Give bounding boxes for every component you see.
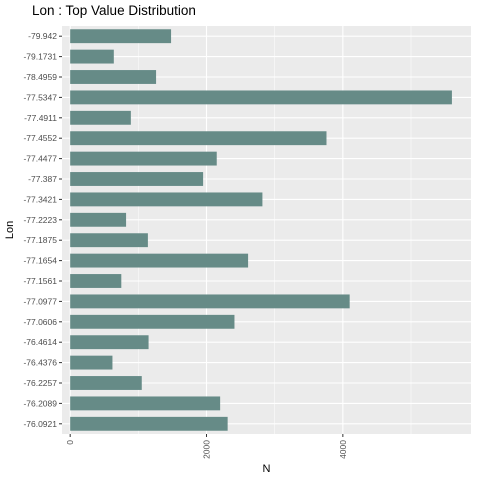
chart-title: Lon : Top Value Distribution [32, 3, 196, 18]
bar [70, 294, 350, 309]
bar [70, 90, 452, 105]
x-tick-label: 2000 [202, 440, 212, 459]
x-axis: 0 2000 4000 [65, 434, 348, 459]
plot-panel [62, 26, 471, 434]
bar [70, 151, 217, 166]
y-tick-label: -77.0606 [23, 317, 57, 327]
bar [70, 314, 235, 329]
bar [70, 29, 172, 44]
bar [70, 192, 263, 207]
bar [70, 49, 114, 64]
bar [70, 396, 221, 411]
bars [70, 29, 452, 431]
x-tick-label: 0 [65, 440, 75, 445]
y-tick-label: -76.0921 [23, 419, 57, 429]
bar [70, 274, 122, 288]
y-tick-label: -77.5347 [23, 92, 57, 102]
bar [70, 172, 204, 186]
bar [70, 110, 131, 125]
bar [70, 416, 228, 431]
y-tick-label: -79.1731 [23, 52, 57, 62]
x-axis-title: N [263, 463, 271, 475]
y-axis-title: Lon [4, 221, 16, 239]
bar [70, 212, 127, 227]
y-tick-label: -77.2223 [23, 215, 57, 225]
y-tick-label: -76.2257 [23, 378, 57, 388]
y-tick-label: -77.4552 [23, 133, 57, 143]
bar [70, 335, 149, 350]
y-tick-label: -77.4477 [23, 154, 57, 164]
bar [70, 233, 148, 248]
bar [70, 253, 249, 268]
y-tick-label: -77.4911 [24, 113, 57, 123]
y-tick-label: -77.0977 [23, 296, 57, 306]
y-tick-label: -76.2089 [23, 398, 57, 408]
x-tick-label: 4000 [338, 440, 348, 459]
y-tick-label: -77.1875 [23, 235, 57, 245]
y-tick-label: -76.4376 [23, 358, 57, 368]
y-tick-label: -78.4959 [23, 72, 57, 82]
bar [70, 131, 327, 146]
y-axis: -79.942 -79.1731 -78.4959 -77.5347 -77.4911 -… [23, 31, 62, 429]
bar [70, 70, 157, 84]
bar [70, 376, 142, 390]
y-tick-label: -76.4614 [23, 337, 57, 347]
y-tick-label: -77.3421 [23, 194, 57, 204]
y-tick-label: -77.1561 [23, 276, 57, 286]
bar [70, 355, 113, 370]
y-tick-label: -77.1654 [23, 256, 57, 266]
y-tick-label: -79.942 [28, 31, 57, 41]
y-tick-label: -77.387 [28, 174, 57, 184]
